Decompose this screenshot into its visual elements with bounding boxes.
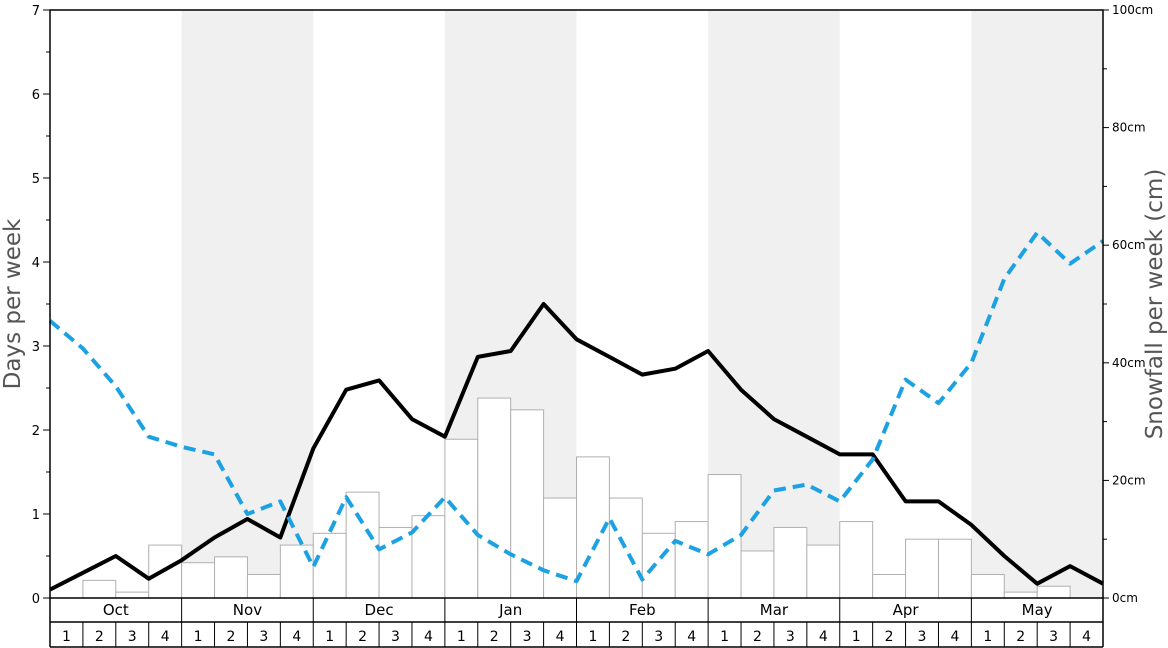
snowfall-bar [181, 562, 216, 599]
left-tick-label: 5 [32, 172, 40, 187]
week-label: 1 [62, 629, 71, 645]
snowfall-bars [82, 397, 1071, 599]
week-label: 4 [687, 629, 696, 645]
snowfall-bar [740, 550, 775, 599]
week-label: 2 [358, 629, 367, 645]
snowfall-bar [1036, 585, 1071, 599]
snowfall-bar [806, 544, 841, 599]
week-label: 3 [523, 629, 532, 645]
week-label: 2 [95, 629, 104, 645]
week-label: 2 [227, 629, 236, 645]
right-axis-title: Snowfall per week (cm) [1142, 169, 1168, 440]
snowfall-bar [641, 532, 676, 599]
right-tick-label: 60cm [1112, 238, 1146, 252]
snowfall-bar [1003, 591, 1038, 599]
week-label: 3 [918, 629, 927, 645]
week-label: 4 [819, 629, 828, 645]
left-tick-label: 2 [32, 424, 40, 439]
week-label: 1 [720, 629, 729, 645]
dashed-series-line [48, 230, 1105, 584]
month-label: Apr [893, 601, 920, 619]
week-label: 4 [950, 629, 959, 645]
week-label: 3 [1049, 629, 1058, 645]
snowfall-bar [674, 521, 709, 599]
right-tick-label: 0cm [1112, 591, 1138, 605]
month-label: Nov [233, 601, 262, 619]
week-label: 4 [292, 629, 301, 645]
week-label: 1 [852, 629, 861, 645]
month-label: Feb [629, 601, 656, 619]
snowfall-bar [82, 579, 117, 599]
week-label: 2 [1016, 629, 1025, 645]
right-tick-label: 20cm [1112, 473, 1146, 487]
week-label: 4 [424, 629, 433, 645]
week-label: 3 [786, 629, 795, 645]
snowfall-bar [773, 526, 808, 599]
week-label: 4 [556, 629, 565, 645]
snowfall-bar [839, 521, 874, 599]
month-label: Mar [760, 601, 789, 619]
snowfall-bar [477, 397, 512, 599]
snowfall-bar [608, 497, 643, 599]
week-label: 1 [983, 629, 992, 645]
left-axis-ticks: 0 1 2 3 4 5 6 7 [32, 4, 50, 607]
left-tick-label: 6 [32, 88, 40, 103]
month-label: Jan [498, 601, 522, 619]
week-label: 1 [325, 629, 334, 645]
snowfall-bar [543, 497, 577, 599]
right-tick-label: 80cm [1112, 121, 1146, 135]
week-label: 3 [654, 629, 663, 645]
left-tick-label: 1 [32, 508, 40, 523]
week-label: 2 [621, 629, 630, 645]
week-label: 1 [457, 629, 466, 645]
week-label: 3 [128, 629, 137, 645]
snowfall-bar [214, 556, 248, 599]
series-lines [48, 230, 1105, 592]
snowfall-bar [115, 591, 150, 599]
snowfall-bar [872, 573, 907, 599]
month-bands [181, 10, 1103, 598]
snowfall-bar [707, 474, 742, 599]
snowfall-bar [378, 526, 413, 599]
snowfall-bar [905, 538, 939, 599]
snowfall-bar [937, 538, 972, 599]
month-label: May [1022, 601, 1053, 619]
left-tick-label: 0 [32, 592, 40, 607]
snowfall-bar [246, 573, 281, 599]
month-band [181, 10, 314, 598]
solid-series-line [49, 302, 1104, 592]
right-tick-label: 100cm [1112, 3, 1153, 17]
left-axis-title: Days per week [0, 218, 26, 389]
right-axis-ticks: 0cm 20cm 40cm 60cm 80cm 100cm [1103, 3, 1153, 605]
snowfall-bar [510, 409, 545, 599]
left-tick-label: 4 [32, 256, 40, 271]
left-tick-label: 3 [32, 340, 40, 355]
week-label: 2 [753, 629, 762, 645]
week-label: 4 [1082, 629, 1091, 645]
left-tick-label: 7 [32, 4, 40, 19]
week-label: 3 [259, 629, 268, 645]
right-tick-label: 40cm [1112, 356, 1146, 370]
week-label: 2 [885, 629, 894, 645]
snowfall-bar [970, 573, 1005, 599]
month-band [971, 10, 1103, 598]
snowfall-bar [312, 532, 347, 599]
month-label: Oct [103, 601, 129, 619]
week-label: 3 [391, 629, 400, 645]
week-label: 1 [588, 629, 597, 645]
week-label: 2 [490, 629, 499, 645]
week-label-row: 1 2 3 4 1 2 3 4 1 2 3 4 1 2 3 4 1 2 3 4 1 2 3 4 1 2 3 4 1 2 3 4 [50, 622, 1103, 648]
month-label: Dec [365, 601, 394, 619]
week-label: 4 [161, 629, 170, 645]
week-label: 1 [194, 629, 203, 645]
